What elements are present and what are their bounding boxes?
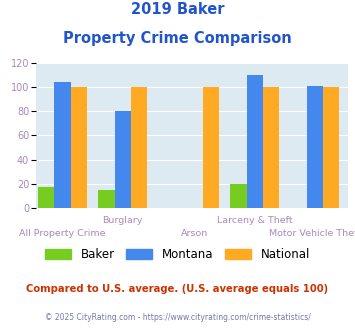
Bar (115, 111, 131, 208)
Text: Arson: Arson (181, 229, 208, 238)
Bar (230, 184, 247, 208)
Text: All Property Crime: All Property Crime (19, 229, 106, 238)
Bar (38, 187, 54, 208)
Bar (263, 87, 279, 208)
Legend: Baker, Montana, National: Baker, Montana, National (40, 244, 315, 266)
Bar (131, 87, 147, 208)
Bar (323, 87, 339, 208)
Text: Larceny & Theft: Larceny & Theft (217, 216, 293, 225)
Text: Burglary: Burglary (103, 216, 143, 225)
Bar (203, 87, 219, 208)
Text: Property Crime Comparison: Property Crime Comparison (63, 31, 292, 46)
Bar (307, 86, 323, 208)
Bar (54, 82, 71, 208)
Bar (71, 87, 87, 208)
Bar (247, 75, 263, 208)
Text: © 2025 CityRating.com - https://www.cityrating.com/crime-statistics/: © 2025 CityRating.com - https://www.city… (45, 314, 310, 322)
Text: Motor Vehicle Theft: Motor Vehicle Theft (269, 229, 355, 238)
Bar (98, 190, 115, 208)
Text: Compared to U.S. average. (U.S. average equals 100): Compared to U.S. average. (U.S. average … (26, 284, 329, 294)
Text: 2019 Baker: 2019 Baker (131, 2, 224, 16)
